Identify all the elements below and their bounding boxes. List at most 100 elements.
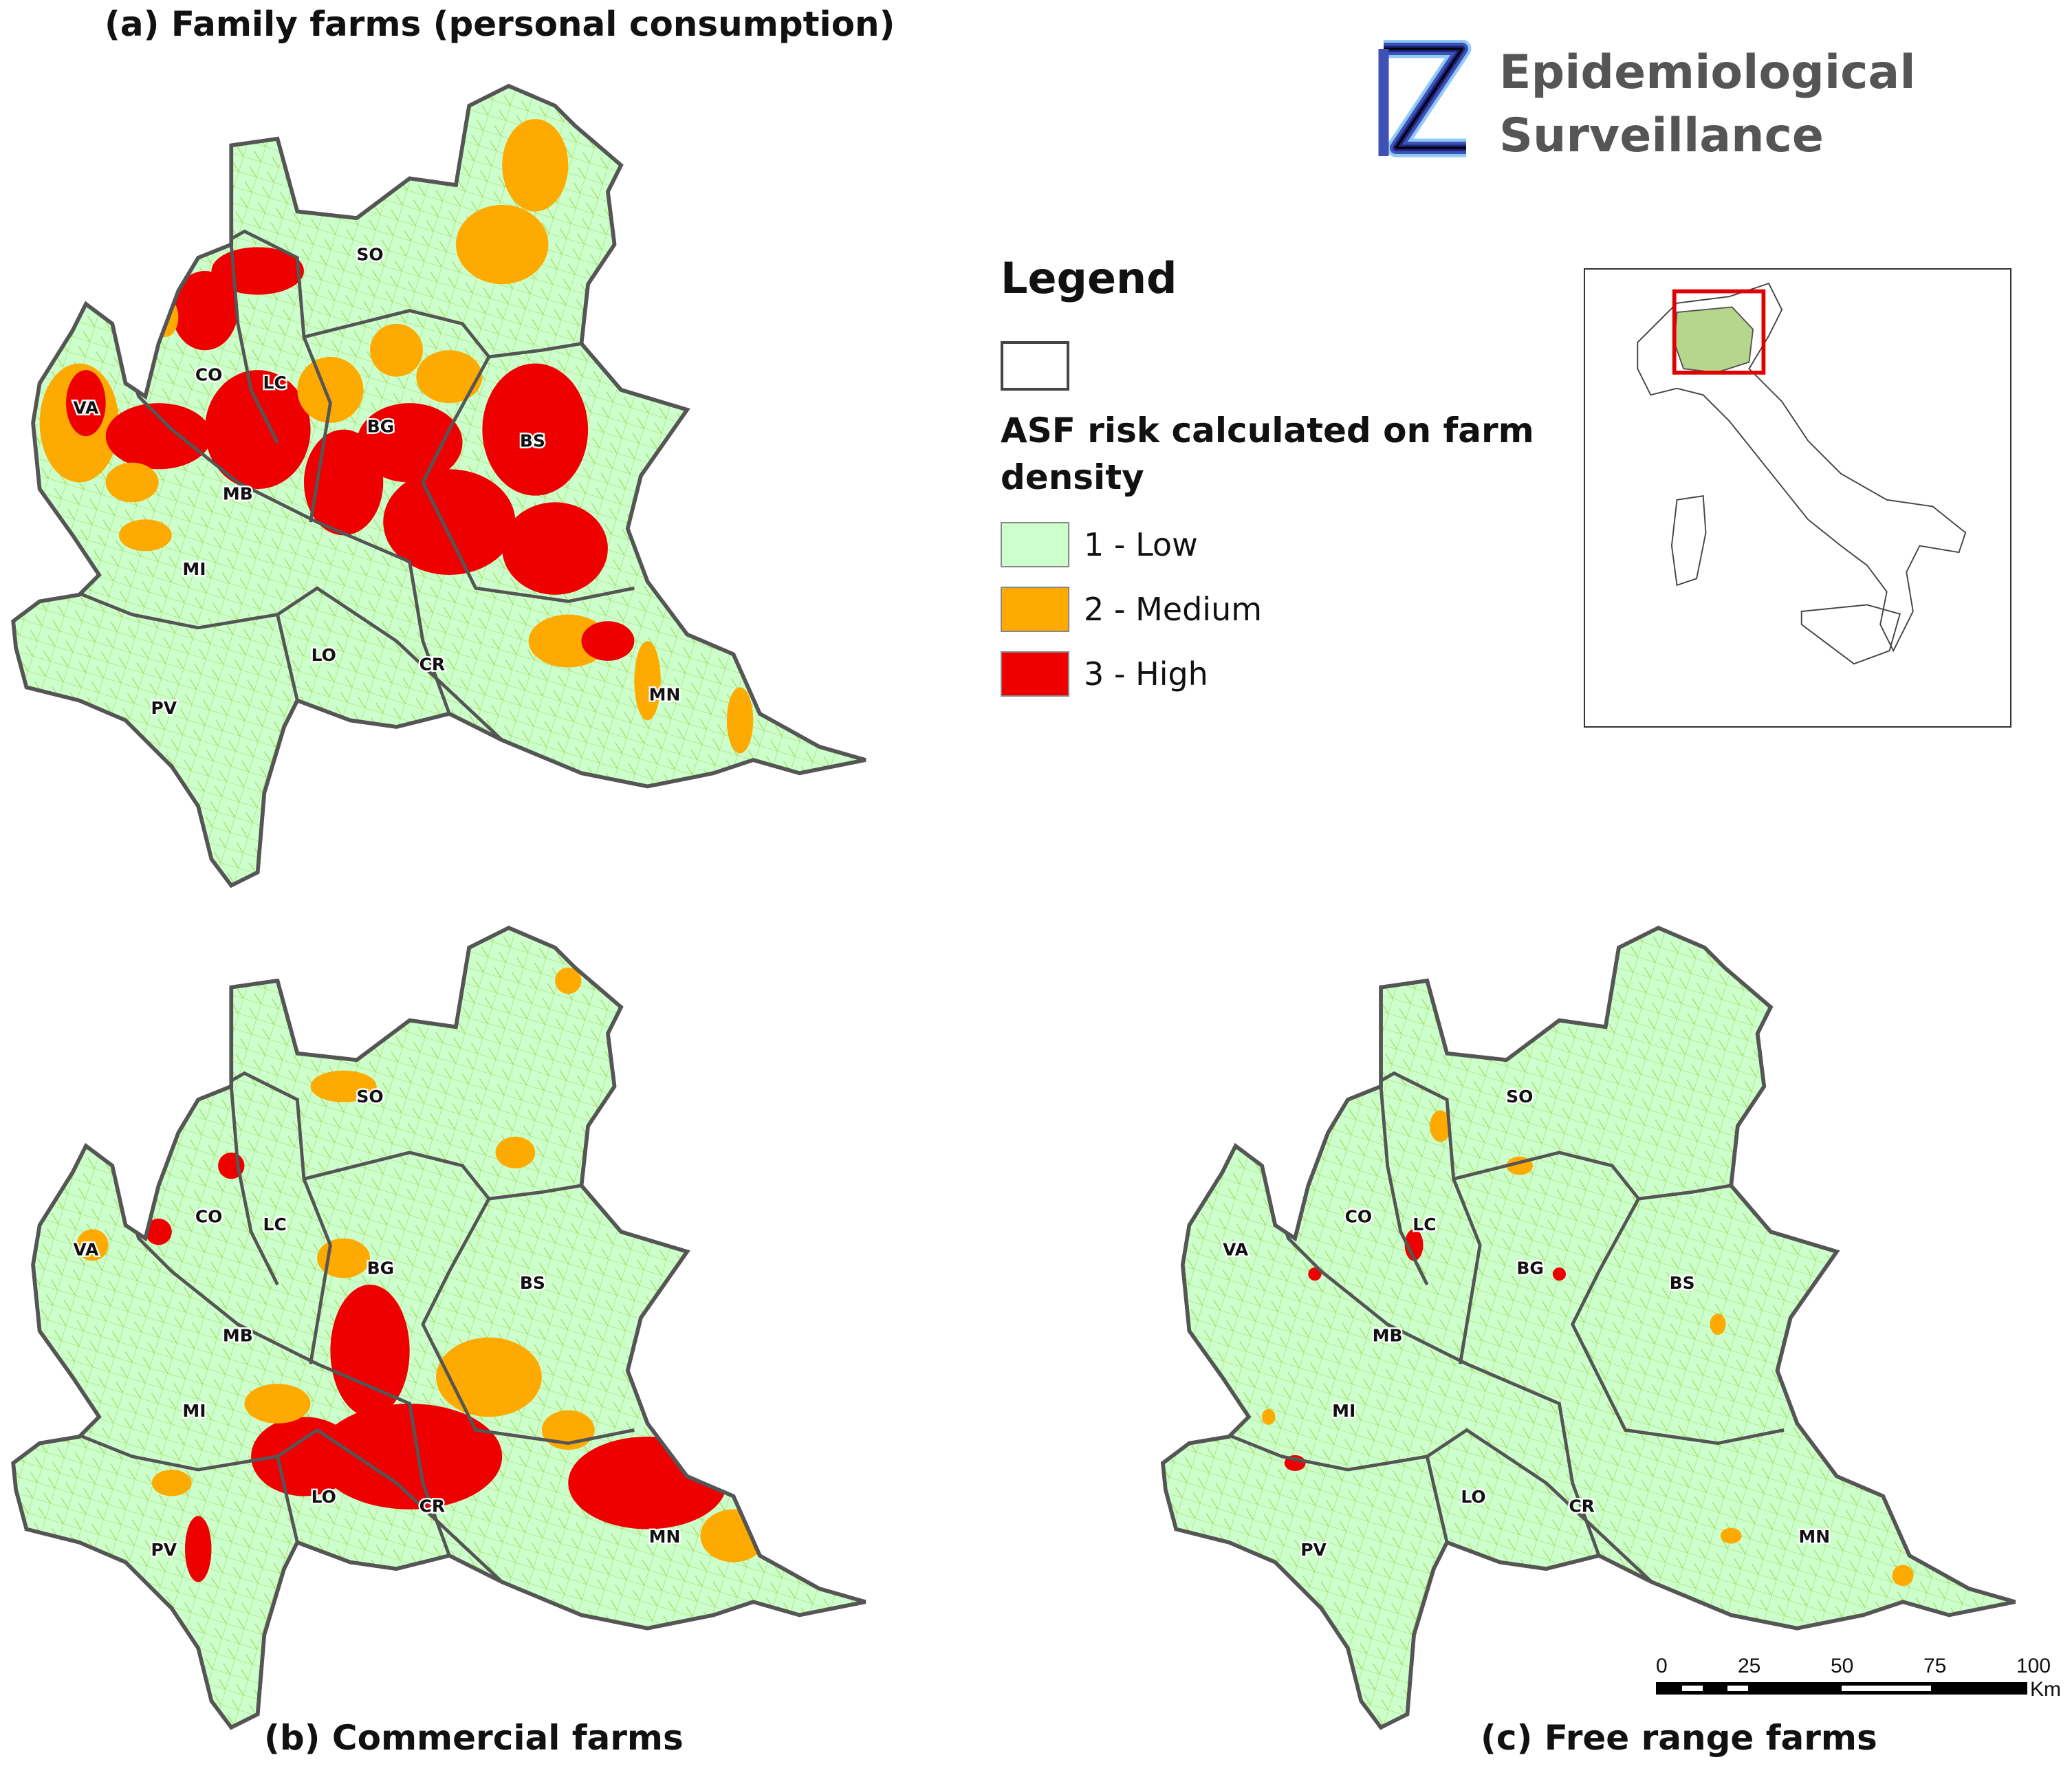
high-risk-area [204,370,311,490]
medium-risk-area [370,323,423,377]
province-label-so: SO [356,1087,383,1107]
scale-tick-75: 75 [1923,1655,1947,1677]
medium-risk-area [1262,1408,1276,1425]
province-label-mi: MI [182,559,206,579]
province-boundary [276,614,299,701]
province-label-lc: LC [1413,1215,1436,1234]
province-label-lc: LC [263,373,287,393]
scale-tick-100: 100 [2016,1655,2051,1677]
medium-risk-area [1720,1527,1742,1544]
province-label-pv: PV [1300,1540,1327,1560]
province-boundary [197,1071,332,1364]
medium-risk-area [244,1384,311,1424]
province-label-so: SO [356,245,383,265]
scale-tick-0: 0 [1656,1655,1668,1677]
province-boundary [303,1151,635,1446]
province-boundary [1260,1165,1601,1556]
medium-risk-area [502,118,569,212]
panel-b-title: (b) Commercial farms [264,1718,684,1758]
medium-risk-area [1297,1615,1319,1668]
province-label-mi: MI [182,1401,206,1421]
province-label-mb: MB [223,483,253,503]
province-boundary [197,229,332,523]
medium-risk-area [76,1229,109,1261]
legend-province-boundary-swatch [1001,341,1069,391]
map-commercial-farms: SO CO LC VA BG BS MB MI LO CR MN PV [13,928,865,1728]
province-boundary [276,1456,299,1543]
legend-swatch-3 [1001,651,1069,697]
province-boundary [229,1086,279,1286]
high-risk-area [66,370,106,437]
province-boundary [1346,1071,1482,1364]
izs-logo [1375,39,1479,165]
province-label-bs: BS [520,431,545,451]
medium-risk-area [726,687,754,754]
province-boundary [1453,1151,1785,1446]
high-risk-area [317,1403,503,1510]
province-label-bg: BG [367,416,395,436]
province-label-mn: MN [649,685,681,705]
legend-label-1: 1 - Low [1084,526,1198,563]
high-risk-area [145,1218,172,1245]
legend-swatch-1 [1001,522,1069,567]
legend-subtitle: ASF risk calculated on farm density [1001,411,1534,497]
medium-risk-area [310,1070,377,1102]
medium-risk-area [105,462,159,503]
high-risk-area [383,469,516,575]
province-boundary [1638,1184,1732,1201]
medium-risk-area [455,204,549,285]
province-label-cr: CR [1569,1496,1595,1516]
scale-bar-segment [1682,1686,1703,1691]
province-label-bg: BG [1516,1259,1544,1278]
scale-bar-segment [1842,1686,1931,1691]
province-boundary [111,323,451,715]
province-label-pv: PV [151,1540,177,1560]
medium-risk-area [416,350,483,404]
province-boundary [303,309,635,603]
scale-bar-segment [1727,1686,1748,1691]
scale-bar: 0 25 50 75 100 Km [1656,1651,2069,1706]
high-risk-area [251,1417,357,1496]
province-boundary [1379,1086,1429,1286]
medium-risk-area [1892,1565,1914,1587]
province-label-va: VA [73,398,99,418]
province-label-bg: BG [367,1259,395,1278]
province-boundary [488,342,582,359]
province-label-lo: LO [1461,1487,1485,1507]
scale-tick-25: 25 [1738,1655,1761,1677]
province-label-mn: MN [649,1527,681,1547]
legend-title: Legend [1001,253,1177,303]
province-label-va: VA [73,1240,99,1260]
high-risk-area [171,270,238,351]
medium-risk-area [700,1509,767,1562]
high-risk-area [330,1285,410,1417]
province-label-bs: BS [1670,1273,1695,1293]
logo-line-2: Surveillance [1499,109,1824,163]
province-label-co: CO [195,364,223,384]
province-label-mb: MB [1373,1326,1403,1346]
province-boundary [488,1184,582,1201]
logo-line-1: Epidemiological [1499,45,1916,100]
high-risk-area [1308,1267,1322,1281]
legend-swatch-2 [1001,587,1069,632]
high-risk-area [185,1516,212,1582]
medium-risk-area [118,519,172,552]
province-label-lc: LC [263,1215,287,1234]
province-label-co: CO [195,1207,223,1227]
scale-tick-50: 50 [1831,1655,1854,1677]
high-risk-area [105,403,212,470]
medium-risk-area [634,641,661,721]
panel-a-title: (a) Family farms (personal consumption) [105,4,895,44]
legend-label-3: 3 - High [1084,655,1208,693]
high-risk-area [356,403,463,483]
medium-risk-area [1710,1314,1726,1336]
medium-risk-area [436,1337,542,1417]
medium-risk-area [151,1470,192,1496]
province-label-cr: CR [419,654,446,674]
province-boundary [111,1165,451,1556]
province-label-so: SO [1506,1087,1533,1107]
medium-risk-area [528,614,608,668]
map-free-range-farms: SO CO LC VA BG BS MB MI LO CR MN PV [1163,928,2015,1728]
map-family-farms: SO CO LC VA BG BS MB MI LO CR MN PV [13,86,865,886]
